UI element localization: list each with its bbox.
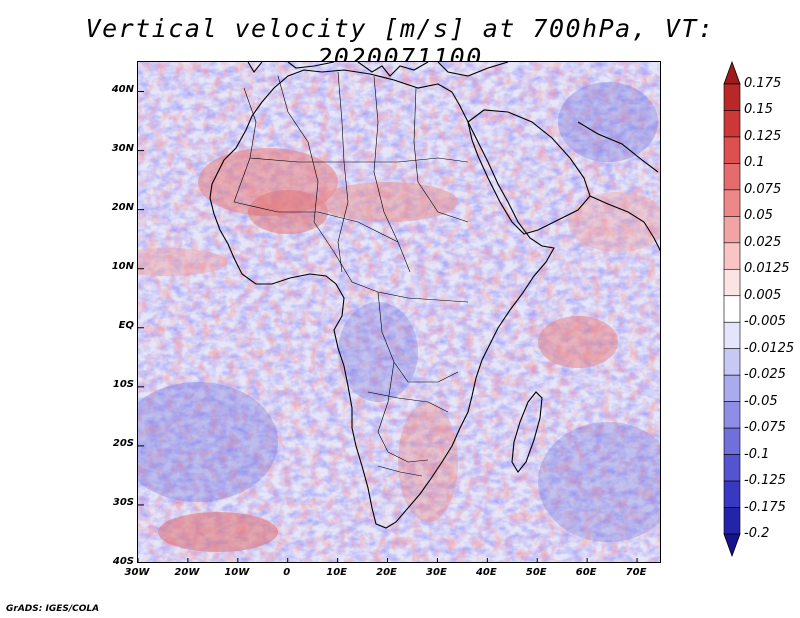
colorbar: 0.175 0.15 0.125 0.1 0.075 0.05 0.025 0.0125 0.0… xyxy=(718,60,800,560)
colorbar-level-label: -0.125 xyxy=(744,473,786,489)
colorbar-level-label: -0.2 xyxy=(744,526,770,541)
asia-coastline xyxy=(577,121,660,252)
lon-tick-label: 40E xyxy=(475,567,497,578)
colorbar-swatch xyxy=(723,507,741,535)
colorbar-level-label: 0.175 xyxy=(744,76,782,91)
colorbar-swatch xyxy=(723,268,741,297)
velocity-anomaly xyxy=(398,402,458,522)
colorbar-level-label: 0.05 xyxy=(744,208,773,224)
lat-tick-label: 10N xyxy=(111,260,134,272)
map-panel xyxy=(137,61,661,563)
colorbar-level-label: -0.0125 xyxy=(744,340,795,356)
lat-tick-label: 20S xyxy=(112,437,134,449)
lon-tick-label: 30E xyxy=(426,567,447,578)
velocity-anomaly xyxy=(138,382,278,502)
colorbar-swatch xyxy=(723,401,741,429)
country-borders xyxy=(233,71,469,477)
colorbar-max-arrow xyxy=(723,60,741,85)
lon-tick-label: 20W xyxy=(174,567,200,578)
lon-tick-label: 50E xyxy=(525,567,547,578)
lat-tick-label: 40N xyxy=(111,83,134,95)
lon-tick-label: 10W xyxy=(224,567,250,578)
europe-coastline xyxy=(247,62,509,77)
lat-tick-label: 40S xyxy=(112,556,134,567)
velocity-anomaly xyxy=(568,192,660,252)
colorbar-swatch xyxy=(723,163,741,191)
coastlines xyxy=(209,62,660,529)
lat-tick-label: 20N xyxy=(111,201,134,213)
colorbar-level-label: 0.1 xyxy=(744,155,765,171)
colorbar-level-label: 0.025 xyxy=(744,234,782,250)
velocity-anomaly xyxy=(538,316,618,368)
colorbar-level-label: 0.075 xyxy=(744,181,782,197)
colorbar-swatch xyxy=(723,374,741,402)
colorbar-swatch xyxy=(723,348,741,376)
lat-tick-label: 30S xyxy=(112,496,134,508)
graticule xyxy=(138,91,638,562)
colorbar-level-label: -0.05 xyxy=(744,393,778,409)
vertical-velocity-field xyxy=(138,62,660,562)
lat-tick-label: EQ xyxy=(118,319,134,331)
lon-tick-label: 30W xyxy=(124,567,150,578)
colorbar-swatch xyxy=(723,136,741,164)
colorbar-level-label: -0.075 xyxy=(744,420,786,436)
colorbar-swatch xyxy=(723,480,741,508)
colorbar-swatch xyxy=(723,83,741,111)
colorbar-level-label: -0.175 xyxy=(744,499,786,515)
velocity-anomaly xyxy=(318,182,458,222)
velocity-anomaly xyxy=(158,512,278,552)
colorbar-swatch xyxy=(723,427,741,455)
lon-tick-label: 0 xyxy=(283,567,291,578)
africa-coastline xyxy=(209,69,555,529)
colorbar-swatch xyxy=(723,454,741,482)
lat-tick-label: 10S xyxy=(112,378,134,390)
colorbar-min-arrow xyxy=(723,533,741,558)
velocity-anomaly xyxy=(558,82,658,162)
field-noise xyxy=(138,62,660,562)
colorbar-level-label: -0.1 xyxy=(744,446,770,462)
colorbar-swatch xyxy=(723,189,741,217)
lon-tick-label: 20E xyxy=(376,567,397,578)
colorbar-level-label: 0.0125 xyxy=(744,261,790,277)
colorbar-swatch xyxy=(723,295,741,323)
colorbar-level-label: -0.025 xyxy=(744,367,786,383)
colorbar-level-label: 0.125 xyxy=(744,128,782,144)
lon-tick-label: 70E xyxy=(625,567,647,578)
colorbar-swatch xyxy=(723,110,741,138)
colorbar-level-label: -0.005 xyxy=(744,314,786,330)
arabia-coastline xyxy=(467,109,591,235)
grads-credit: GrADS: IGES/COLA xyxy=(6,604,100,614)
colorbar-level-label: 0.005 xyxy=(744,287,782,303)
colorbar-swatch xyxy=(723,216,741,244)
madagascar-coastline xyxy=(511,391,543,473)
map-title: Vertical velocity [m/s] at 700hPa, VT: 2… xyxy=(85,14,715,72)
velocity-anomaly xyxy=(538,422,660,542)
colorbar-scale xyxy=(723,60,741,558)
colorbar-level-label: 0.15 xyxy=(744,102,773,118)
lat-tick-label: 30N xyxy=(111,142,134,154)
colorbar-swatch xyxy=(723,321,741,350)
lon-tick-label: 60E xyxy=(575,567,597,578)
velocity-anomaly xyxy=(138,248,228,276)
colorbar-swatch xyxy=(723,242,741,270)
lon-tick-label: 10E xyxy=(326,567,347,578)
velocity-anomaly xyxy=(338,302,418,402)
